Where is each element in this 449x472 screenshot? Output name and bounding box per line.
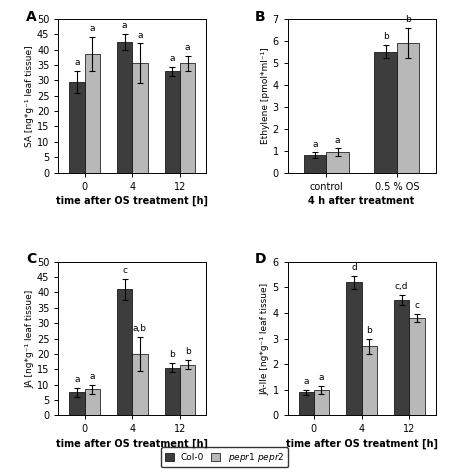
Bar	[165, 368, 180, 415]
Bar	[397, 43, 419, 173]
Text: B: B	[255, 9, 266, 24]
Bar	[117, 42, 132, 173]
X-axis label: time after OS treatment [h]: time after OS treatment [h]	[56, 438, 208, 449]
Legend: Col-0, $\it{pepr1}$ $\it{pepr2}$: Col-0, $\it{pepr1}$ $\it{pepr2}$	[161, 447, 288, 467]
Text: b: b	[405, 15, 411, 24]
Bar	[361, 346, 377, 415]
Bar	[299, 392, 314, 415]
Text: d: d	[351, 263, 357, 272]
Text: a: a	[170, 54, 175, 63]
Y-axis label: SA [ng*g⁻¹ leaf tissue]: SA [ng*g⁻¹ leaf tissue]	[25, 45, 34, 146]
Bar	[165, 71, 180, 173]
Text: a: a	[319, 373, 324, 382]
Text: a: a	[185, 43, 190, 52]
Bar	[132, 63, 148, 173]
Text: b: b	[366, 326, 372, 335]
Bar	[84, 389, 100, 415]
Bar	[409, 318, 425, 415]
Text: b: b	[383, 33, 388, 42]
Bar	[132, 354, 148, 415]
Bar	[69, 392, 84, 415]
Y-axis label: JA [ng*g⁻¹ leaf tissue]: JA [ng*g⁻¹ leaf tissue]	[25, 289, 34, 388]
Text: c: c	[414, 301, 419, 311]
Bar	[117, 289, 132, 415]
Bar	[304, 155, 326, 173]
X-axis label: 4 h after treatment: 4 h after treatment	[308, 196, 415, 206]
Text: c,d: c,d	[395, 282, 409, 291]
Text: a,b: a,b	[133, 324, 147, 333]
Text: A: A	[26, 9, 36, 24]
Text: a: a	[122, 21, 128, 30]
Text: a: a	[313, 140, 318, 149]
Bar	[69, 82, 84, 173]
Text: b: b	[170, 350, 175, 359]
Text: D: D	[255, 253, 267, 267]
Text: a: a	[89, 372, 95, 381]
Y-axis label: JA-Ile [ng*g⁻¹ leaf tissue]: JA-Ile [ng*g⁻¹ leaf tissue]	[260, 282, 269, 395]
Bar	[374, 52, 397, 173]
Text: a: a	[304, 377, 309, 386]
Bar	[394, 300, 409, 415]
Text: a: a	[74, 58, 80, 67]
Bar	[326, 152, 349, 173]
X-axis label: time after OS treatment [h]: time after OS treatment [h]	[286, 438, 438, 449]
Text: C: C	[26, 253, 36, 267]
Text: a: a	[335, 135, 340, 144]
X-axis label: time after OS treatment [h]: time after OS treatment [h]	[56, 196, 208, 206]
Bar	[180, 63, 195, 173]
Bar	[84, 54, 100, 173]
Text: b: b	[185, 347, 190, 356]
Text: a: a	[137, 31, 143, 40]
Bar	[180, 365, 195, 415]
Y-axis label: Ethylene [pmol*ml⁻¹]: Ethylene [pmol*ml⁻¹]	[260, 47, 269, 144]
Text: a: a	[89, 25, 95, 34]
Bar	[346, 282, 361, 415]
Text: c: c	[122, 266, 127, 275]
Text: a: a	[74, 375, 80, 384]
Bar	[314, 390, 329, 415]
